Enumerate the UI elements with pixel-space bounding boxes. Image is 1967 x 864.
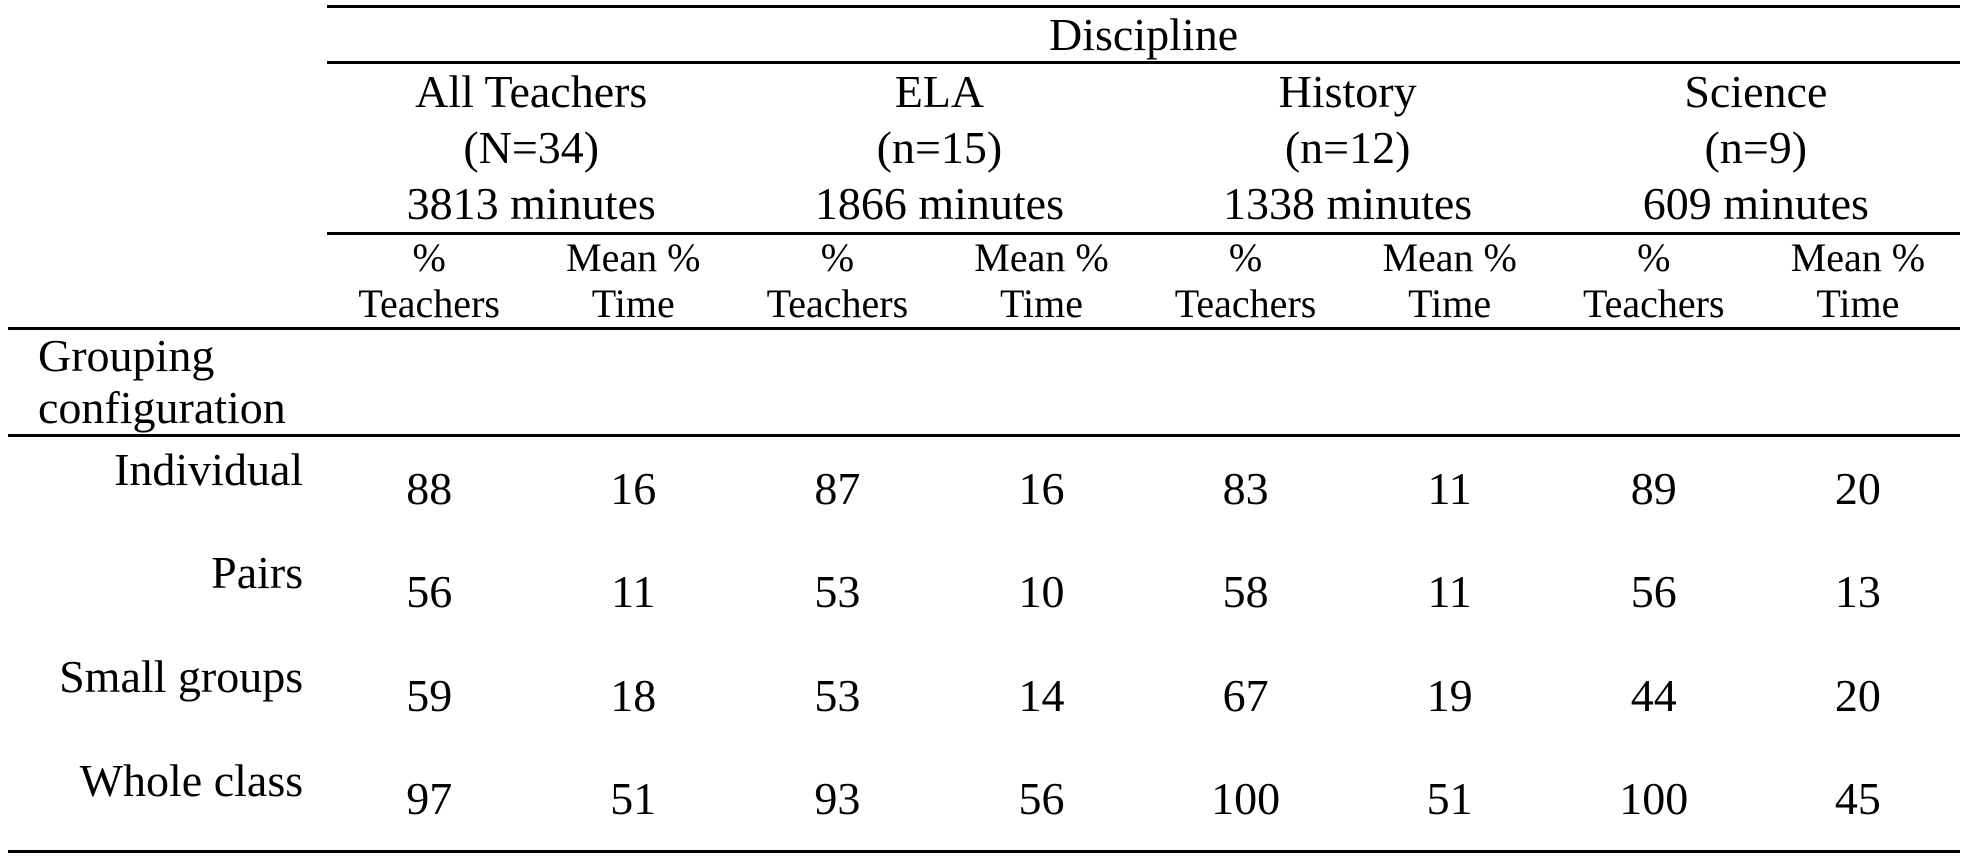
subheader-line: Mean %	[566, 235, 701, 280]
value-cell: 67	[1222, 670, 1269, 721]
value-cell: 18	[610, 670, 657, 721]
subheader-line: Teachers	[1174, 281, 1317, 326]
group-n: (n=15)	[876, 122, 1003, 173]
group-name: All Teachers	[415, 66, 648, 117]
subheader-mean-time: Mean % Time	[1347, 233, 1552, 330]
value-cell: 53	[814, 566, 861, 617]
table-row-individual: Individual 88 16 87 16 83 11 89 20	[8, 436, 1960, 540]
subheader-line: Time	[1408, 281, 1492, 326]
subheader-line: Teachers	[1582, 281, 1725, 326]
row-label: Small groups	[59, 650, 304, 702]
table-row-whole-class: Whole class 97 51 93 56 100 51 100 45	[8, 747, 1960, 853]
value-cell: 11	[611, 566, 656, 617]
group-name: ELA	[894, 66, 985, 117]
stub-header: Grouping configuration	[8, 328, 328, 437]
row-label: Pairs	[211, 546, 304, 598]
value-cell: 83	[1222, 462, 1269, 514]
value-cell: 56	[406, 566, 453, 617]
value-cell: 89	[1630, 462, 1677, 514]
value-cell: 51	[1347, 747, 1552, 853]
stub-spacer	[8, 7, 327, 63]
subheader-pct-teachers: % Teachers	[1143, 233, 1348, 330]
subheader-line: %	[412, 235, 446, 280]
subheader-mean-time: Mean % Time	[531, 233, 736, 330]
table-row-small-groups: Small groups 59 18 53 14 67 19 44 20	[8, 644, 1960, 748]
row-label: Individual	[114, 444, 304, 495]
subheader-pct-teachers: % Teachers	[327, 233, 532, 330]
stub-spacer	[8, 63, 327, 234]
subheader-mean-time: Mean % Time	[1755, 233, 1960, 330]
subheader-row: % Teachers Mean % Time % Teachers Mean %…	[8, 233, 1960, 330]
value-cell: 16	[1018, 462, 1065, 514]
value-cell: 14	[1018, 670, 1065, 721]
group-header-history: History (n=12) 1338 minutes	[1143, 62, 1552, 235]
group-n: (N=34)	[463, 122, 600, 173]
title-row: Discipline	[8, 5, 1960, 64]
value-cell: 13	[1834, 566, 1881, 617]
subheader-line: %	[1228, 235, 1263, 280]
value-cell: 11	[1427, 462, 1472, 514]
group-minutes: 3813 minutes	[406, 178, 656, 229]
subheader-line: %	[820, 235, 855, 280]
group-header-row: All Teachers (N=34) 3813 minutes ELA (n=…	[8, 62, 1960, 235]
subheader-line: Mean %	[1382, 235, 1517, 280]
stub-header-spacer	[327, 328, 1960, 437]
group-minutes: 1338 minutes	[1223, 178, 1473, 229]
value-cell: 59	[406, 670, 453, 721]
subheader-line: Mean %	[974, 235, 1109, 280]
group-n: (n=9)	[1704, 122, 1808, 173]
subheader-line: Time	[1816, 281, 1900, 326]
group-header-science: Science (n=9) 609 minutes	[1551, 62, 1960, 235]
value-cell: 53	[814, 670, 861, 721]
group-header-all-teachers: All Teachers (N=34) 3813 minutes	[327, 62, 736, 235]
group-name: Science	[1684, 66, 1828, 117]
subheader-line: %	[1637, 235, 1671, 280]
value-cell: 11	[1427, 566, 1472, 617]
subheader-pct-teachers: % Teachers	[735, 233, 940, 330]
subheader-line: Time	[999, 281, 1083, 326]
group-minutes: 609 minutes	[1642, 178, 1869, 229]
value-cell: 100	[1143, 747, 1348, 853]
value-cell: 58	[1222, 566, 1269, 617]
row-label: Whole class	[8, 747, 328, 853]
value-cell: 51	[531, 747, 736, 853]
value-cell: 20	[1834, 462, 1881, 514]
subheader-mean-time: Mean % Time	[939, 233, 1144, 330]
value-cell: 88	[406, 462, 453, 514]
value-cell: 45	[1755, 747, 1960, 853]
subheader-line: Mean %	[1790, 235, 1926, 280]
value-cell: 97	[327, 747, 532, 853]
value-cell: 56	[1630, 566, 1677, 617]
value-cell: 56	[939, 747, 1144, 853]
group-minutes: 1866 minutes	[814, 178, 1064, 229]
group-n: (n=12)	[1284, 122, 1411, 173]
subheader-line: Teachers	[766, 281, 909, 326]
stub-header-row: Grouping configuration	[8, 328, 1960, 437]
value-cell: 93	[735, 747, 940, 853]
subheader-line: Teachers	[358, 281, 500, 326]
table-title: Discipline	[327, 5, 1960, 64]
value-cell: 87	[814, 462, 861, 514]
subheader-line: Time	[591, 281, 675, 326]
table-row-pairs: Pairs 56 11 53 10 58 11 56 13	[8, 540, 1960, 644]
value-cell: 19	[1426, 670, 1473, 721]
stub-spacer	[8, 233, 328, 330]
value-cell: 16	[610, 462, 657, 514]
subheader-pct-teachers: % Teachers	[1551, 233, 1756, 330]
value-cell: 44	[1630, 670, 1677, 721]
value-cell: 20	[1834, 670, 1881, 721]
value-cell: 100	[1551, 747, 1756, 853]
group-header-ela: ELA (n=15) 1866 minutes	[735, 62, 1144, 235]
group-name: History	[1278, 66, 1417, 117]
value-cell: 10	[1018, 566, 1065, 617]
grouping-configuration-table: Discipline All Teachers (N=34) 3813 minu…	[8, 5, 1960, 853]
